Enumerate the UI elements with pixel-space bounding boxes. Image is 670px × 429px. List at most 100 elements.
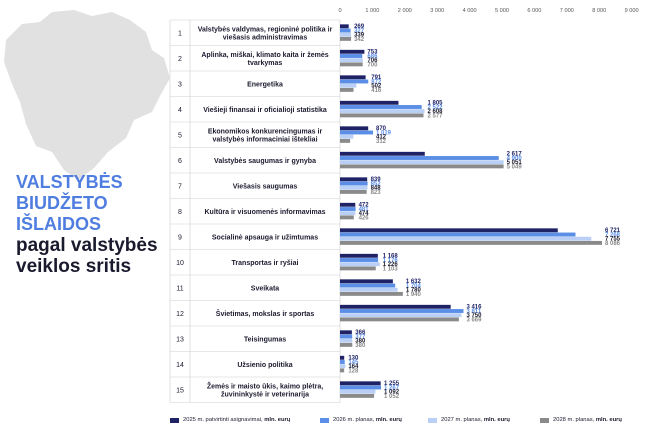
bar-2028 <box>340 291 403 296</box>
bar-2028 <box>340 36 352 41</box>
category-label: Sveikata <box>251 285 280 292</box>
category-label: Valstybės valdymas, regioninė politika i… <box>198 26 333 33</box>
value-label-2028: 1 940 <box>406 292 422 298</box>
title-line-2: BIUDŽETO <box>16 193 108 213</box>
value-label-2026: 686 <box>367 54 378 60</box>
value-label-2026: 7 268 <box>605 232 621 238</box>
value-label-2025: 1 805 <box>427 101 443 107</box>
category-label: Energetika <box>247 81 283 88</box>
row-number: 14 <box>176 362 184 369</box>
bar-2025 <box>340 253 378 258</box>
value-label-2027: 164 <box>348 364 359 370</box>
bar-2025 <box>340 24 349 29</box>
x-tick-label: 9 000 <box>625 8 639 14</box>
bar-2028 <box>340 240 602 245</box>
legend-swatch-2027 <box>428 417 437 423</box>
bar-2026 <box>340 334 353 339</box>
category-label: Valstybės saugumas ir gynyba <box>214 158 316 165</box>
row-number: 1 <box>178 30 182 37</box>
bar-2026 <box>340 156 499 160</box>
value-label-2027: 1 780 <box>406 288 422 294</box>
value-label-2028: 426 <box>359 215 370 221</box>
value-label-2028: 5 049 <box>507 164 523 170</box>
value-label-2028: 8 086 <box>605 241 621 247</box>
title-line-4: pagal valstybės <box>16 235 158 256</box>
bar-2026 <box>340 54 363 58</box>
value-label-2025: 366 <box>355 330 366 336</box>
legend-label-2025: 2025 m. patvirtinti asignavimai, <box>183 417 265 423</box>
bar-2027 <box>340 160 504 165</box>
bar-2025 <box>340 381 381 386</box>
bar-2027 <box>340 287 398 292</box>
bar-2027 <box>340 32 351 37</box>
value-label-2028: 700 <box>367 62 378 68</box>
value-label-2025: 1 632 <box>406 279 422 285</box>
bar-2025 <box>340 279 393 284</box>
map-silhouette <box>4 10 170 180</box>
legend-label-2027: 2027 m. planas, <box>441 417 484 423</box>
bar-2026 <box>340 130 374 135</box>
legend-swatch-2025 <box>170 417 179 423</box>
value-label-2025: 2 617 <box>507 152 523 158</box>
value-label-2025: 130 <box>348 356 359 362</box>
value-label-2028: 2 577 <box>427 113 443 119</box>
category-label: Aplinka, miškai, klimato kaita ir žemės <box>201 52 328 59</box>
bar-2026 <box>340 283 396 288</box>
title-line-3: IŠLAIDOS <box>16 214 102 234</box>
bar-2028 <box>340 342 353 347</box>
bar-2025 <box>340 228 558 233</box>
bar-2027 <box>340 109 425 114</box>
bar-2025 <box>340 75 366 80</box>
bar-2026 <box>340 181 368 186</box>
category-label: Teisingumas <box>244 336 286 343</box>
legend-label-2028: 2028 m. planas, <box>553 417 596 423</box>
bar-2026 <box>340 232 576 237</box>
value-label-2028: 380 <box>355 343 366 349</box>
value-label-2028: 312 <box>376 139 387 145</box>
bar-2028 <box>340 189 367 194</box>
bar-2025 <box>340 49 365 54</box>
row-number: 9 <box>178 234 182 241</box>
legend-swatch-2026 <box>320 417 329 423</box>
legend-unit-2028: mln. eurų <box>595 417 622 423</box>
x-tick-label: 7 000 <box>560 8 574 14</box>
value-label-2026: 3 811 <box>466 309 481 315</box>
legend: 2025 m. patvirtinti asignavimai, mln. eu… <box>170 415 670 427</box>
value-label-2026: 872 <box>371 79 382 85</box>
category-label: Viešieji finansai ir oficialioji statist… <box>203 107 327 114</box>
title-line-1: VALSTYBĖS <box>16 172 123 192</box>
value-label-2026: 1 176 <box>383 258 399 264</box>
category-label: Žemės ir maisto ūkis, kaimo plėtra, <box>207 381 323 390</box>
value-label-2026: 145 <box>348 360 359 366</box>
value-label-2027: 1 226 <box>383 262 399 268</box>
value-label-2026: 1 019 <box>376 130 392 136</box>
category-label: Kultūra ir visuomenės informavimas <box>205 209 326 216</box>
bar-2027 <box>340 83 357 88</box>
row-number: 15 <box>176 387 184 394</box>
value-label-2025: 753 <box>367 50 378 56</box>
category-label: Ekonomikos konkurencingumas ir <box>208 128 323 135</box>
category-label: tvarkymas <box>248 60 283 67</box>
row-number: 2 <box>178 56 182 63</box>
value-label-2027: 1 092 <box>384 390 400 396</box>
x-tick-label: 3 000 <box>430 8 444 14</box>
bar-2027 <box>340 134 354 139</box>
bar-2027 <box>340 58 363 63</box>
value-label-2026: 377 <box>355 334 366 340</box>
x-tick-label: 2 000 <box>398 8 412 14</box>
value-label-2027: 380 <box>355 339 366 345</box>
value-label-2027: 502 <box>371 84 382 90</box>
value-label-2027: 5 051 <box>507 160 523 166</box>
value-label-2025: 6 721 <box>605 228 621 234</box>
bar-2025 <box>340 330 352 335</box>
bar-2028 <box>340 62 363 67</box>
legend-item-2025: 2025 m. patvirtinti asignavimai, mln. eu… <box>170 417 290 423</box>
row-number: 5 <box>178 132 182 139</box>
bar-2027 <box>340 185 368 190</box>
value-label-2027: 706 <box>367 58 378 64</box>
value-label-2028: 128 <box>348 368 359 374</box>
value-label-2027: 848 <box>371 186 382 192</box>
legend-unit-2026: mln. eurų <box>375 417 402 423</box>
bar-2026 <box>340 28 351 33</box>
bar-2026 <box>340 309 464 313</box>
